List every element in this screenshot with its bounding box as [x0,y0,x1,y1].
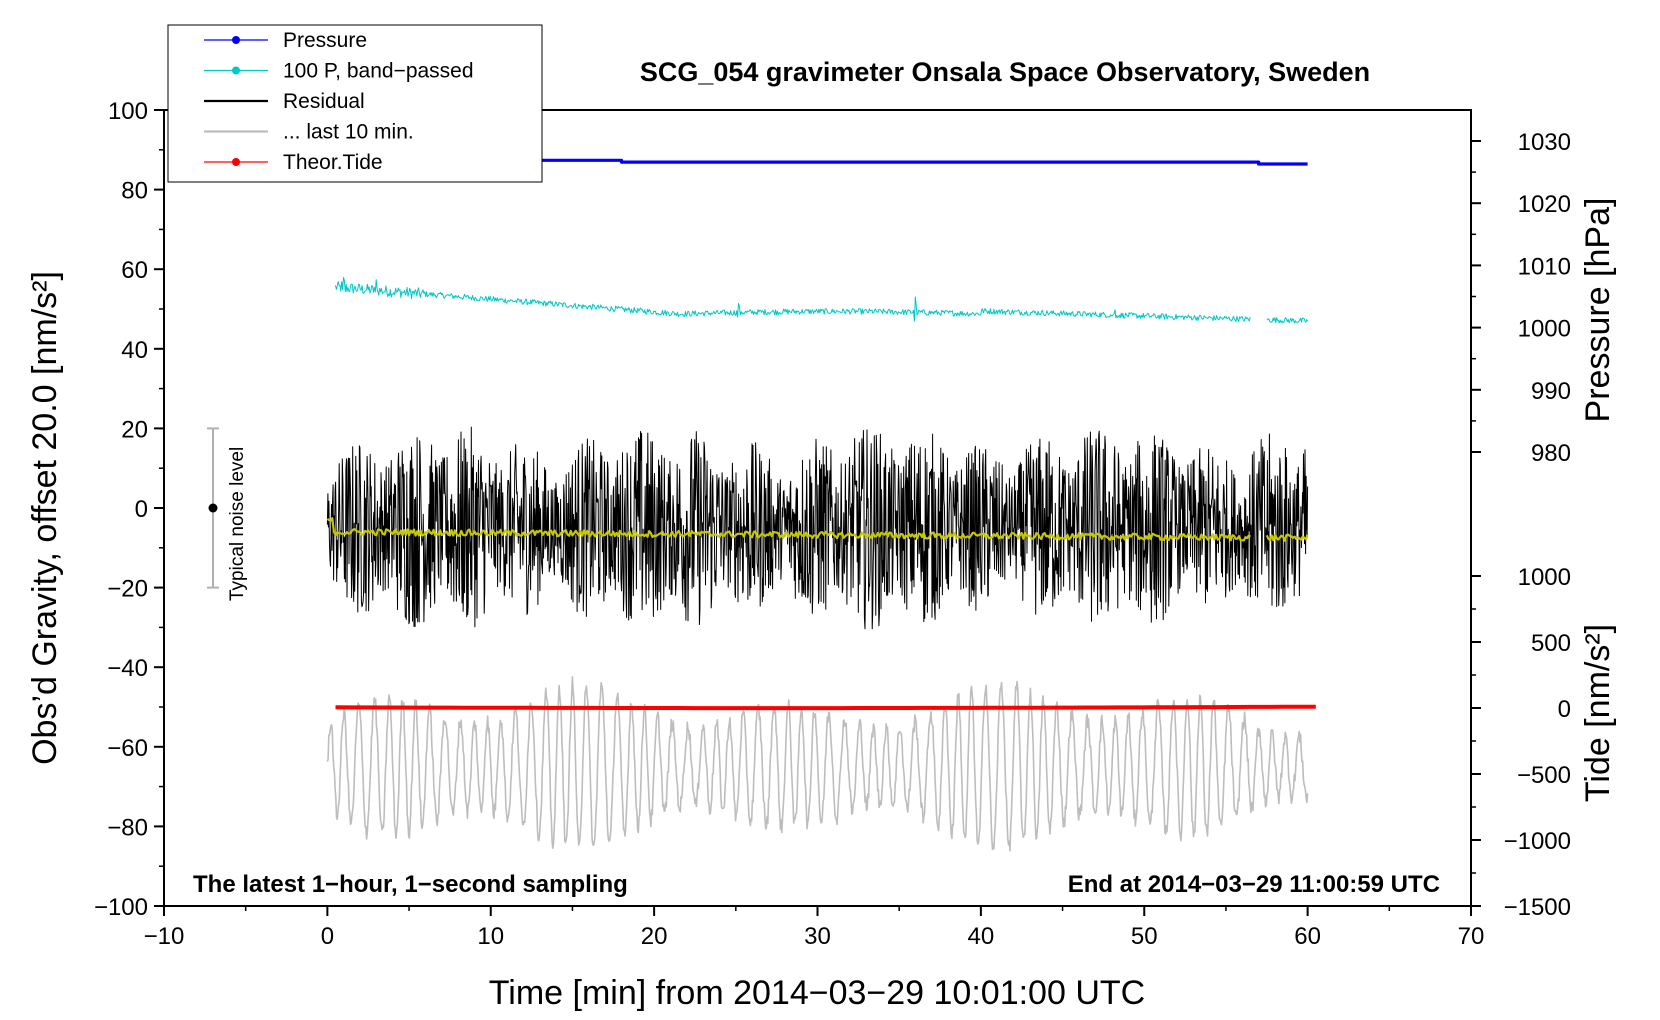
y-tick-label: −80 [107,814,148,841]
pressure-tick-label: 980 [1531,440,1571,467]
legend-item-100-p-band-passed: 100 P, band−passed [204,60,474,83]
y-tick-label: −40 [107,655,148,682]
y-tick-label: 80 [121,178,148,205]
legend-label: Residual [283,90,365,113]
series-pressure [327,158,1308,166]
y-tick-label: −20 [107,576,148,603]
legend-label: ... last 10 min. [283,121,414,144]
y-axis-title-tide: Tide [nm/s²] [1579,624,1617,802]
x-tick-label: 10 [477,923,504,950]
y-axis-title-left: Obs’d Gravity, offset 20.0 [nm/s²] [26,271,64,765]
legend-box [167,24,543,183]
y-tick-label: 60 [121,257,148,284]
chart-title: SCG_054 gravimeter Onsala Space Observat… [640,57,1370,87]
pressure-tick-label: 1020 [1518,191,1571,218]
y-tick-label: 20 [121,416,148,443]
pressure-tick-label: 1030 [1518,129,1571,156]
tide-tick-label: 500 [1531,630,1571,657]
x-tick-label: 30 [804,923,831,950]
axes-layer: −10 0 10 20 30 40 50 60 70100806040200−20−40−60−… [94,98,1571,950]
tide-tick-label: −500 [1517,762,1571,789]
x-tick-label: 20 [641,923,668,950]
y-tick-label: 100 [108,98,148,125]
x-tick-label: 40 [968,923,995,950]
y-tick-label: 0 [135,496,148,523]
y-axis-title-pressure: Pressure [hPa] [1579,198,1617,423]
noise-bar: Typical noise level [207,427,248,601]
tide-tick-label: 0 [1558,696,1571,723]
series-residual-mean [326,517,1309,542]
series-layer [326,158,1316,852]
pressure-tick-label: 1010 [1518,253,1571,280]
series-100-p-band-passed [335,277,1309,324]
series-residual [326,426,1309,630]
series-last-10-min [326,676,1309,852]
tide-tick-label: −1000 [1504,828,1571,855]
legend-item-residual: Residual [204,90,365,113]
pressure-tick-label: 1000 [1518,316,1571,343]
series-theor-tide [335,704,1316,711]
sampling-annotation: The latest 1−hour, 1−second sampling [193,871,628,898]
legend: Pressure 100 P, band−passed Residual ... la… [167,24,543,183]
y-tick-label: −100 [94,894,148,921]
legend-item-theor-tide: Theor.Tide [204,151,383,174]
legend-marker [232,36,240,44]
legend-items: Pressure 100 P, band−passed Residual ... la… [204,29,474,174]
noise-bar-label: Typical noise level [227,447,248,601]
y-tick-label: −60 [107,735,148,762]
legend-item-last-10-min: ... last 10 min. [204,121,414,144]
x-tick-label: 0 [321,923,334,950]
legend-marker [232,66,240,75]
y-tick-label: 40 [121,337,148,364]
tide-tick-label: 1000 [1518,564,1571,591]
tide-tick-label: −1500 [1504,894,1571,921]
x-tick-label: 60 [1294,923,1321,950]
legend-label: Pressure [283,29,367,52]
x-tick-label: −10 [144,923,185,950]
end-time-annotation: End at 2014−03−29 11:00:59 UTC [1068,871,1440,898]
pressure-tick-label: 990 [1531,378,1571,405]
legend-label: 100 P, band−passed [283,60,474,83]
x-tick-label: 50 [1131,923,1158,950]
legend-marker [232,158,240,166]
x-axis-title: Time [min] from 2014−03−29 10:01:00 UTC [489,974,1145,1012]
legend-label: Theor.Tide [283,151,383,174]
noise-bar-dot [208,503,218,513]
legend-item-pressure: Pressure [204,29,367,52]
x-tick-label: 70 [1458,923,1485,950]
